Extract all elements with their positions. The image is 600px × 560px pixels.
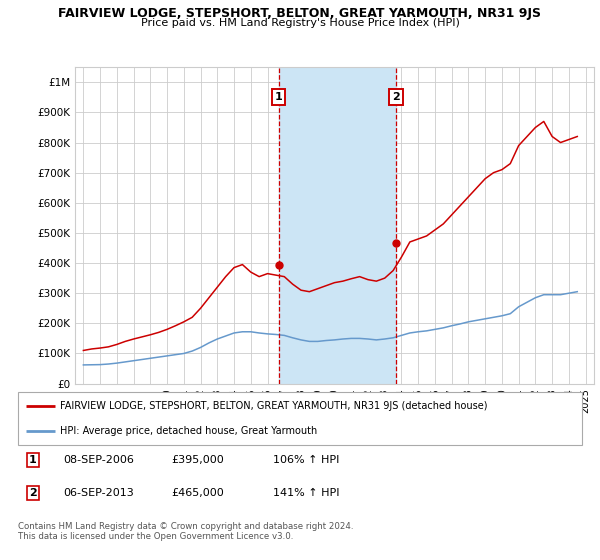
- Text: 1: 1: [275, 92, 283, 102]
- Text: 2: 2: [392, 92, 400, 102]
- Text: HPI: Average price, detached house, Great Yarmouth: HPI: Average price, detached house, Grea…: [60, 426, 317, 436]
- Text: FAIRVIEW LODGE, STEPSHORT, BELTON, GREAT YARMOUTH, NR31 9JS (detached house): FAIRVIEW LODGE, STEPSHORT, BELTON, GREAT…: [60, 402, 488, 412]
- Text: FAIRVIEW LODGE, STEPSHORT, BELTON, GREAT YARMOUTH, NR31 9JS: FAIRVIEW LODGE, STEPSHORT, BELTON, GREAT…: [59, 7, 542, 20]
- Text: £395,000: £395,000: [171, 455, 224, 465]
- Text: 08-SEP-2006: 08-SEP-2006: [63, 455, 134, 465]
- Text: Price paid vs. HM Land Registry's House Price Index (HPI): Price paid vs. HM Land Registry's House …: [140, 18, 460, 28]
- Text: Contains HM Land Registry data © Crown copyright and database right 2024.
This d: Contains HM Land Registry data © Crown c…: [18, 522, 353, 542]
- FancyBboxPatch shape: [18, 392, 582, 445]
- Text: 06-SEP-2013: 06-SEP-2013: [63, 488, 134, 498]
- Text: 141% ↑ HPI: 141% ↑ HPI: [273, 488, 340, 498]
- Text: £465,000: £465,000: [171, 488, 224, 498]
- Text: 106% ↑ HPI: 106% ↑ HPI: [273, 455, 340, 465]
- Text: 2: 2: [29, 488, 37, 498]
- Bar: [279, 67, 396, 384]
- Text: 1: 1: [29, 455, 37, 465]
